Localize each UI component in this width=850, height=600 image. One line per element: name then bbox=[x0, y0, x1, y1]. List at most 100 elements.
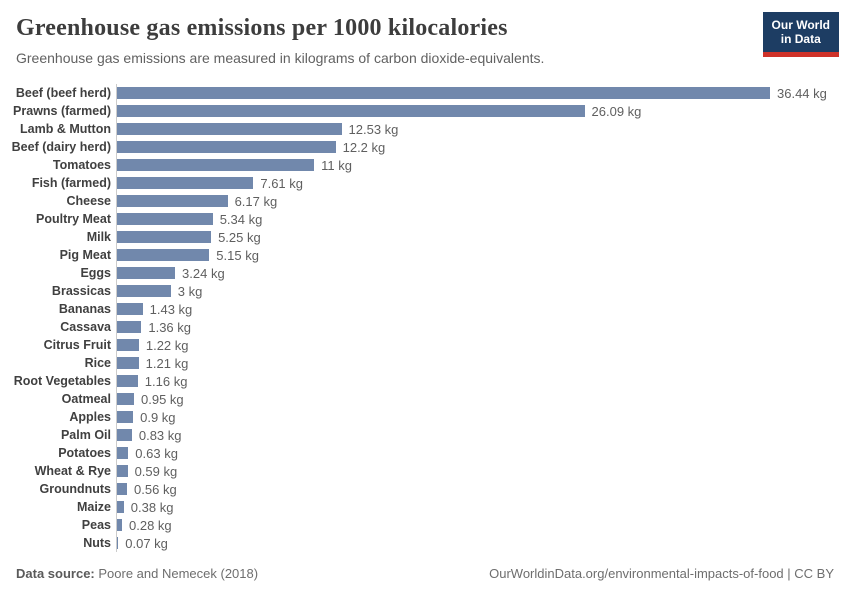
category-label: Beef (beef herd) bbox=[15, 86, 111, 100]
bar[interactable] bbox=[117, 411, 134, 423]
bar-plot-area: 0.83 kg bbox=[116, 426, 182, 444]
value-label: 0.07 kg bbox=[125, 535, 168, 551]
bar-row: Milk 5.25 kg bbox=[0, 228, 827, 246]
bar[interactable] bbox=[117, 465, 128, 477]
bar-row: Palm Oil 0.83 kg bbox=[0, 426, 827, 444]
category-label: Fish (farmed) bbox=[31, 176, 111, 190]
value-label: 6.17 kg bbox=[234, 193, 278, 209]
category-label: Potatoes bbox=[58, 446, 111, 460]
bar-plot-area: 1.36 kg bbox=[116, 318, 191, 336]
bar-plot-area: 1.16 kg bbox=[116, 372, 187, 390]
bar[interactable] bbox=[117, 141, 336, 153]
category-label: Citrus Fruit bbox=[43, 338, 111, 352]
value-label: 0.38 kg bbox=[130, 499, 174, 515]
bar-plot-area: 36.44 kg bbox=[116, 84, 827, 102]
bar[interactable] bbox=[117, 159, 315, 171]
bar[interactable] bbox=[117, 267, 176, 279]
bar-row: Tomatoes 11 kg bbox=[0, 156, 827, 174]
value-label: 1.36 kg bbox=[148, 319, 192, 335]
bar[interactable] bbox=[117, 231, 212, 243]
category-label: Cheese bbox=[66, 194, 111, 208]
bar-plot-area: 1.43 kg bbox=[116, 300, 192, 318]
bar[interactable] bbox=[117, 285, 171, 297]
bar[interactable] bbox=[117, 501, 124, 513]
category-label: Bananas bbox=[58, 302, 111, 316]
bar[interactable] bbox=[117, 537, 119, 549]
category-label: Lamb & Mutton bbox=[20, 122, 111, 136]
category-label: Rice bbox=[84, 356, 111, 370]
bar-plot-area: 7.61 kg bbox=[116, 174, 303, 192]
bar[interactable] bbox=[117, 483, 128, 495]
bar[interactable] bbox=[117, 429, 132, 441]
bar[interactable] bbox=[117, 195, 228, 207]
bar-row: Eggs 3.24 kg bbox=[0, 264, 827, 282]
bar[interactable] bbox=[117, 303, 143, 315]
category-label: Prawns (farmed) bbox=[13, 104, 111, 118]
bar[interactable] bbox=[117, 321, 142, 333]
value-label: 3.24 kg bbox=[182, 265, 225, 281]
value-label: 5.34 kg bbox=[219, 211, 263, 227]
category-label: Poultry Meat bbox=[35, 212, 111, 226]
value-label: 0.28 kg bbox=[129, 517, 172, 533]
bar-row: Peas 0.28 kg bbox=[0, 516, 827, 534]
bar-plot-area: 5.25 kg bbox=[116, 228, 261, 246]
category-label: Maize bbox=[76, 500, 111, 514]
bar[interactable] bbox=[117, 213, 213, 225]
bar[interactable] bbox=[117, 339, 139, 351]
bar[interactable] bbox=[117, 105, 585, 117]
footer-link[interactable]: OurWorldinData.org/environmental-impacts… bbox=[489, 566, 834, 581]
bar-plot-area: 5.15 kg bbox=[116, 246, 259, 264]
value-label: 0.83 kg bbox=[138, 427, 182, 443]
value-label: 3 kg bbox=[177, 283, 203, 299]
bar-plot-area: 12.53 kg bbox=[116, 120, 398, 138]
data-source: Data source: Poore and Nemecek (2018) bbox=[16, 566, 258, 581]
category-label: Tomatoes bbox=[52, 158, 111, 172]
bar-plot-area: 0.63 kg bbox=[116, 444, 178, 462]
bar[interactable] bbox=[117, 357, 139, 369]
bar-row: Oatmeal 0.95 kg bbox=[0, 390, 827, 408]
value-label: 12.2 kg bbox=[342, 139, 386, 155]
owid-logo[interactable]: Our World in Data bbox=[762, 12, 839, 57]
bar-chart: Beef (beef herd) 36.44 kg Prawns (farmed) 2… bbox=[0, 84, 827, 552]
bar-row: Prawns (farmed) 26.09 kg bbox=[0, 102, 827, 120]
bar-plot-area: 0.59 kg bbox=[116, 462, 177, 480]
bar-row: Lamb & Mutton 12.53 kg bbox=[0, 120, 827, 138]
bar-plot-area: 0.07 kg bbox=[116, 534, 168, 552]
chart-subtitle: Greenhouse gas emissions are measured in… bbox=[16, 50, 545, 66]
bar-row: Groundnuts 0.56 kg bbox=[0, 480, 827, 498]
bar-row: Maize 0.38 kg bbox=[0, 498, 827, 516]
bar-plot-area: 3 kg bbox=[116, 282, 202, 300]
bar-row: Fish (farmed) 7.61 kg bbox=[0, 174, 827, 192]
category-label: Brassicas bbox=[51, 284, 111, 298]
category-label: Cassava bbox=[60, 320, 111, 334]
category-label: Apples bbox=[69, 410, 111, 424]
bar-row: Potatoes 0.63 kg bbox=[0, 444, 827, 462]
bar[interactable] bbox=[117, 375, 138, 387]
value-label: 0.63 kg bbox=[135, 445, 178, 461]
bar-row: Pig Meat 5.15 kg bbox=[0, 246, 827, 264]
category-label: Milk bbox=[86, 230, 111, 244]
category-label: Wheat & Rye bbox=[34, 464, 111, 478]
bar-plot-area: 0.38 kg bbox=[116, 498, 173, 516]
bar-row: Cassava 1.36 kg bbox=[0, 318, 827, 336]
bar-plot-area: 0.56 kg bbox=[116, 480, 177, 498]
chart-footer: Data source: Poore and Nemecek (2018) Ou… bbox=[16, 566, 834, 581]
bar[interactable] bbox=[117, 519, 123, 531]
category-label: Eggs bbox=[80, 266, 111, 280]
bar-plot-area: 3.24 kg bbox=[116, 264, 225, 282]
bar[interactable] bbox=[117, 123, 342, 135]
chart-title: Greenhouse gas emissions per 1000 kiloca… bbox=[16, 15, 508, 41]
bar-row: Root Vegetables 1.16 kg bbox=[0, 372, 827, 390]
bar-row: Beef (beef herd) 36.44 kg bbox=[0, 84, 827, 102]
value-label: 5.15 kg bbox=[216, 247, 259, 263]
bar[interactable] bbox=[117, 87, 770, 99]
bar-row: Citrus Fruit 1.22 kg bbox=[0, 336, 827, 354]
bar[interactable] bbox=[117, 393, 135, 405]
bar[interactable] bbox=[117, 177, 254, 189]
category-label: Pig Meat bbox=[59, 248, 111, 262]
value-label: 0.9 kg bbox=[140, 409, 176, 425]
bar[interactable] bbox=[117, 447, 129, 459]
bar-row: Beef (dairy herd) 12.2 kg bbox=[0, 138, 827, 156]
bar-row: Poultry Meat 5.34 kg bbox=[0, 210, 827, 228]
bar[interactable] bbox=[117, 249, 210, 261]
